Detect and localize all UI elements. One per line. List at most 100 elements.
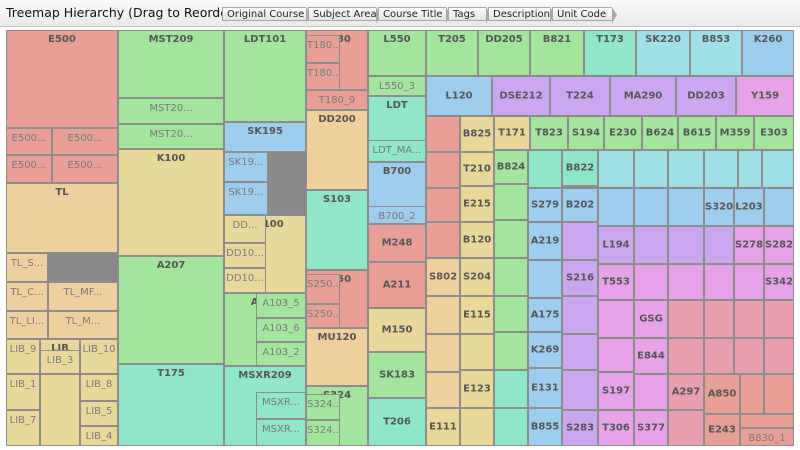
- treemap-cell[interactable]: E844: [634, 338, 668, 374]
- treemap-cell[interactable]: SK19...: [224, 152, 268, 182]
- treemap-cell[interactable]: T205: [426, 30, 478, 76]
- treemap-cell[interactable]: S204: [460, 258, 494, 296]
- treemap-cell[interactable]: [562, 222, 598, 260]
- treemap-cell[interactable]: E115: [460, 296, 494, 334]
- treemap-cell[interactable]: [634, 374, 668, 410]
- treemap-cell[interactable]: [704, 300, 734, 338]
- treemap-cell[interactable]: B830_1: [740, 428, 794, 446]
- treemap-cell[interactable]: T175: [118, 364, 224, 446]
- treemap-cell[interactable]: B855: [528, 408, 562, 446]
- treemap-cell[interactable]: SK183: [368, 352, 426, 398]
- treemap-cell[interactable]: [762, 150, 794, 188]
- treemap-cell[interactable]: A207: [118, 256, 224, 364]
- treemap-cell[interactable]: DSE212: [492, 76, 550, 116]
- treemap-cell[interactable]: S103: [306, 190, 368, 270]
- treemap-cell[interactable]: [668, 226, 704, 264]
- treemap-cell[interactable]: A211: [368, 262, 426, 308]
- treemap-cell[interactable]: TL: [6, 183, 118, 253]
- treemap-cell[interactable]: DD203: [676, 76, 736, 116]
- treemap-cell[interactable]: LIB_8: [80, 374, 118, 401]
- treemap-cell[interactable]: [704, 264, 734, 300]
- treemap-cell[interactable]: B615: [678, 116, 716, 150]
- treemap-cell[interactable]: [494, 370, 528, 408]
- treemap-cell[interactable]: LIB_3: [40, 350, 80, 374]
- treemap-cell[interactable]: E123: [460, 370, 494, 408]
- treemap-cell[interactable]: K100: [118, 149, 224, 256]
- treemap-cell[interactable]: S278: [734, 226, 764, 264]
- treemap-cell[interactable]: LDT101: [224, 30, 306, 122]
- treemap-cell[interactable]: E215: [460, 186, 494, 222]
- treemap-cell[interactable]: [426, 296, 460, 334]
- treemap-cell[interactable]: A103_6: [256, 318, 306, 342]
- crumb-original-course[interactable]: Original Course: [222, 7, 311, 23]
- treemap-cell[interactable]: TL_MF...: [48, 282, 118, 311]
- treemap-cell[interactable]: [494, 258, 528, 296]
- treemap-cell[interactable]: [668, 264, 704, 300]
- treemap-cell[interactable]: S324...: [306, 420, 340, 446]
- treemap-cell[interactable]: S282: [764, 226, 794, 264]
- treemap-cell[interactable]: DD205: [478, 30, 530, 76]
- treemap-cell[interactable]: A219: [528, 222, 562, 260]
- treemap-cell[interactable]: [426, 116, 460, 152]
- treemap-cell[interactable]: [426, 372, 460, 408]
- treemap-cell[interactable]: [494, 220, 528, 258]
- treemap-cell[interactable]: [494, 332, 528, 370]
- treemap-cell[interactable]: T553: [598, 264, 634, 300]
- treemap-cell[interactable]: L550: [368, 30, 426, 76]
- treemap-cell[interactable]: MA290: [610, 76, 676, 116]
- treemap-cell[interactable]: B822: [562, 150, 598, 186]
- treemap-cell[interactable]: [562, 334, 598, 370]
- treemap-cell[interactable]: MST20...: [118, 124, 224, 149]
- treemap-cell[interactable]: S320: [704, 188, 734, 226]
- treemap-cell[interactable]: L203: [734, 188, 764, 226]
- treemap-cell[interactable]: [668, 410, 704, 446]
- treemap-cell[interactable]: DD10...: [224, 268, 266, 293]
- treemap-cell[interactable]: TL_LI...: [6, 311, 48, 339]
- treemap-cell[interactable]: [426, 152, 460, 188]
- treemap-cell[interactable]: [764, 188, 794, 226]
- treemap-cell[interactable]: [634, 188, 668, 226]
- treemap-cell[interactable]: [668, 188, 704, 226]
- treemap-cell[interactable]: [704, 226, 734, 264]
- treemap-cell[interactable]: S283: [562, 410, 598, 446]
- treemap-cell[interactable]: [598, 338, 634, 372]
- treemap-cell[interactable]: S194: [568, 116, 604, 150]
- treemap-cell[interactable]: LIB_5: [80, 401, 118, 426]
- treemap-cell[interactable]: LIB_4: [80, 426, 118, 446]
- treemap-cell[interactable]: MST20...: [118, 98, 224, 124]
- treemap-cell[interactable]: [734, 264, 764, 300]
- treemap-cell[interactable]: M359: [716, 116, 754, 150]
- treemap-cell[interactable]: DD10...: [224, 243, 266, 268]
- treemap-cell[interactable]: B821: [530, 30, 584, 76]
- treemap-cell[interactable]: E111: [426, 408, 460, 446]
- treemap-cell[interactable]: [738, 150, 762, 188]
- treemap-cell[interactable]: B624: [642, 116, 678, 150]
- treemap-cell[interactable]: S377: [634, 410, 668, 446]
- treemap-cell[interactable]: L550_3: [368, 76, 426, 96]
- treemap-cell[interactable]: T224: [550, 76, 610, 116]
- treemap-cell[interactable]: E230: [604, 116, 642, 150]
- crumb-tags[interactable]: Tags: [448, 7, 491, 23]
- treemap-cell[interactable]: [562, 296, 598, 334]
- treemap-cell[interactable]: [528, 260, 562, 298]
- treemap-cell[interactable]: T210: [460, 152, 494, 186]
- treemap-cell[interactable]: E500...: [52, 155, 118, 183]
- treemap-cell[interactable]: [764, 338, 794, 374]
- treemap-cell[interactable]: SK19...: [224, 182, 268, 215]
- treemap-cell[interactable]: S802: [426, 258, 460, 296]
- crumb-unit-code[interactable]: Unit Code: [552, 7, 617, 23]
- treemap-cell[interactable]: [704, 338, 734, 374]
- treemap-cell[interactable]: DD200: [306, 110, 368, 190]
- treemap-cell[interactable]: LDT_MA...: [368, 140, 426, 162]
- treemap-cell[interactable]: S216: [562, 260, 598, 296]
- treemap-cell[interactable]: [598, 150, 634, 188]
- treemap-cell[interactable]: T306: [598, 410, 634, 446]
- treemap-cell[interactable]: MST209: [118, 30, 224, 98]
- treemap-cell[interactable]: S250...: [306, 274, 340, 304]
- treemap-cell[interactable]: GSG: [634, 300, 668, 338]
- treemap-cell[interactable]: [562, 370, 598, 410]
- treemap-cell[interactable]: S250...: [306, 304, 340, 328]
- treemap-cell[interactable]: A103_5: [256, 293, 306, 318]
- treemap-cell[interactable]: B824: [494, 150, 528, 184]
- treemap-cell[interactable]: DD...: [224, 215, 266, 243]
